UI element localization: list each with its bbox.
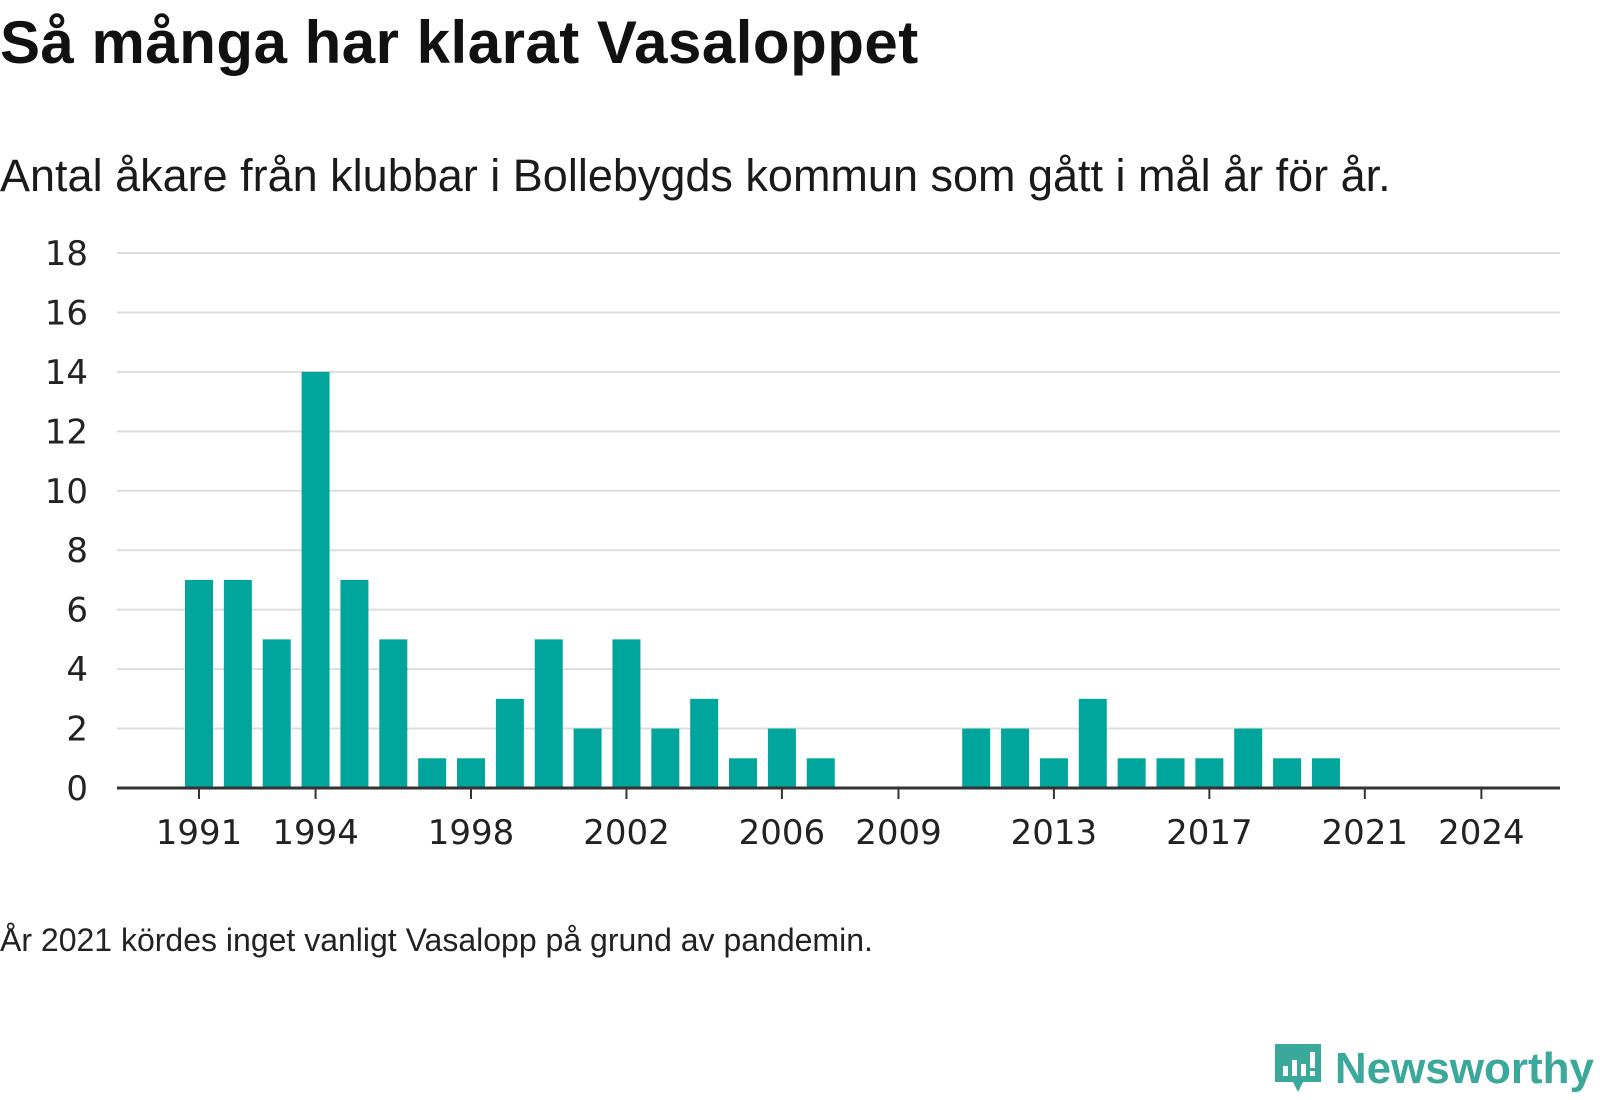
bar [1311,758,1340,788]
y-tick-label: 6 [66,591,88,631]
bar [1001,728,1030,788]
bar [457,758,486,788]
y-tick-label: 10 [45,472,88,512]
bar [806,758,835,788]
x-tick-label: 2017 [1166,813,1253,853]
x-tick-label: 1991 [156,813,243,853]
chart-title: Så många har klarat Vasaloppet [0,9,919,76]
bar [1078,698,1107,788]
bar [651,728,680,788]
footnote: År 2021 kördes inget vanligt Vasalopp på… [0,922,873,958]
bar [223,579,252,788]
x-tick-label: 2021 [1322,813,1409,853]
bar [1234,728,1263,788]
bar-chart: 0 2 4 6 8 10 12 14 16 18 1991 1994 1998 2002 2006 2009 2… [45,234,1560,853]
bar [185,579,213,788]
x-tick-label: 1998 [428,813,515,853]
bar [340,579,369,788]
newsworthy-chart-icon [1274,1044,1321,1092]
chart-subtitle: Antal åkare från klubbar i Bollebygds ko… [0,150,1391,201]
bar [690,698,719,788]
bar [495,698,524,788]
x-tick-label: 2009 [855,813,942,853]
x-tick-label: 2024 [1438,813,1525,853]
y-tick-label: 12 [45,412,88,452]
bar [1156,758,1185,788]
y-tick-label: 8 [66,531,88,571]
x-tick-label: 2013 [1011,813,1098,853]
y-tick-label: 4 [66,650,88,690]
bar [1195,758,1224,788]
y-tick-label: 0 [66,769,88,809]
y-tick-label: 16 [45,293,88,333]
bar [573,728,602,788]
bar [262,639,291,788]
bar [379,639,408,788]
bar [1117,758,1146,788]
bar [767,728,796,788]
bar [534,639,563,788]
bar [612,639,641,788]
bar [301,371,330,788]
bar [1273,758,1302,788]
x-tick-label: 1994 [272,813,359,853]
bar [418,758,447,788]
y-tick-label: 2 [66,710,88,750]
bar [1039,758,1068,788]
x-tick-label: 2006 [739,813,826,853]
brand-name: Newsworthy [1334,1044,1594,1093]
y-tick-label: 18 [45,234,88,274]
brand-logo: Newsworthy [1271,1040,1594,1098]
bar [729,758,758,788]
bar [962,728,991,788]
y-tick-label: 14 [45,353,88,393]
x-tick-label: 2002 [583,813,670,853]
